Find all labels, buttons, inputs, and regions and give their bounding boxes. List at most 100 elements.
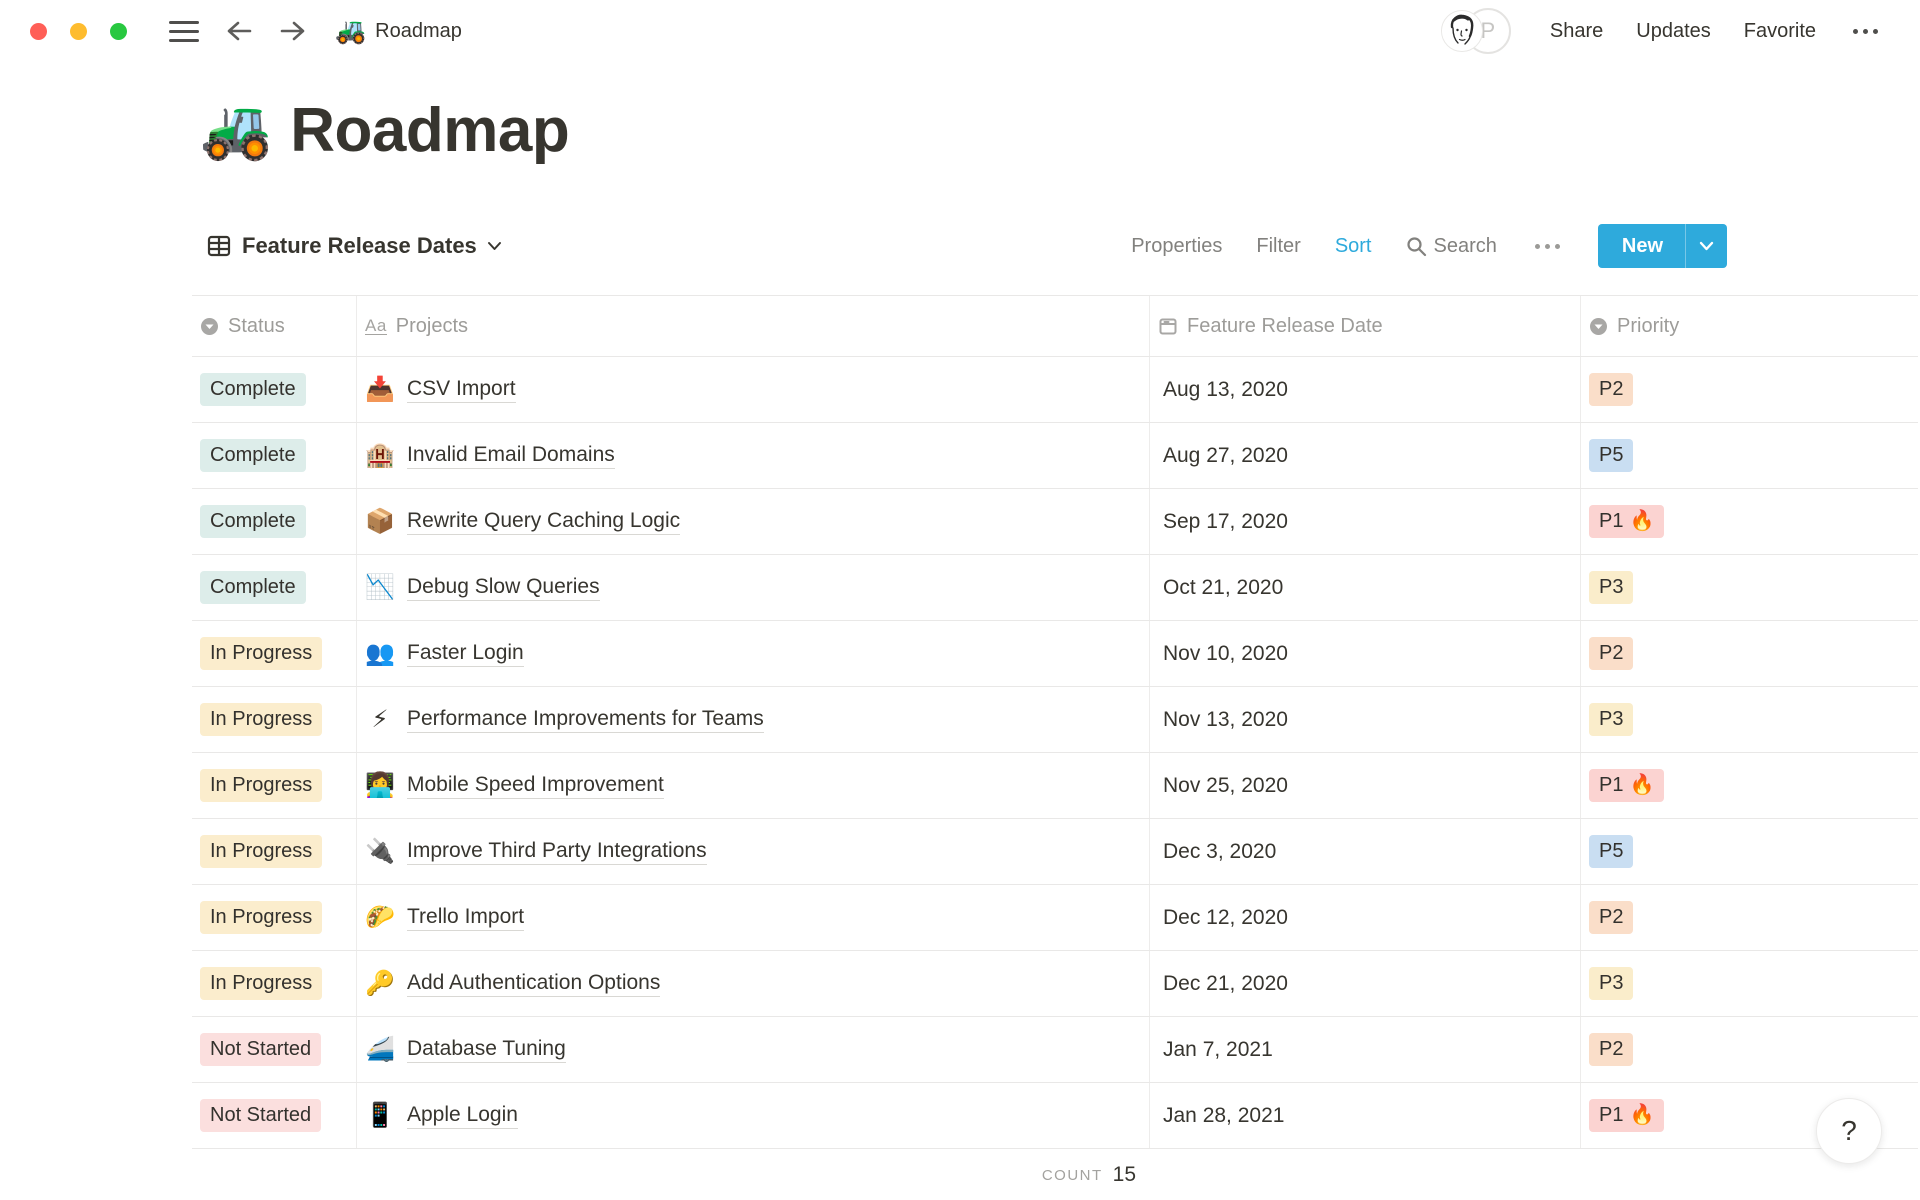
status-cell[interactable]: Complete — [192, 423, 357, 488]
status-badge[interactable]: Complete — [200, 439, 306, 472]
back-arrow-icon[interactable] — [225, 19, 253, 43]
project-cell[interactable]: 🌮 Trello Import — [357, 885, 1150, 950]
status-cell[interactable]: Not Started — [192, 1017, 357, 1082]
project-link[interactable]: Debug Slow Queries — [407, 575, 600, 601]
collaborator-avatars[interactable]: P — [1440, 8, 1511, 54]
table-row[interactable]: Not Started 🚄 Database Tuning Jan 7, 202… — [192, 1017, 1918, 1083]
priority-badge[interactable]: P1 🔥 — [1589, 505, 1665, 538]
status-badge[interactable]: Complete — [200, 571, 306, 604]
page-title[interactable]: Roadmap — [290, 95, 570, 165]
status-badge[interactable]: In Progress — [200, 637, 323, 670]
project-cell[interactable]: 📦 Rewrite Query Caching Logic — [357, 489, 1150, 554]
project-cell[interactable]: 🔌 Improve Third Party Integrations — [357, 819, 1150, 884]
status-badge[interactable]: In Progress — [200, 967, 323, 1000]
table-row[interactable]: Not Started 📱 Apple Login Jan 28, 2021 P… — [192, 1083, 1918, 1149]
project-link[interactable]: Faster Login — [407, 641, 524, 667]
forward-arrow-icon[interactable] — [279, 19, 307, 43]
release-date-cell[interactable]: Nov 10, 2020 — [1150, 621, 1581, 686]
priority-badge[interactable]: P2 — [1589, 637, 1634, 670]
favorite-button[interactable]: Favorite — [1743, 19, 1816, 42]
status-badge[interactable]: In Progress — [200, 703, 323, 736]
table-row[interactable]: In Progress 👩‍💻 Mobile Speed Improvement… — [192, 753, 1918, 819]
release-date-cell[interactable]: Dec 3, 2020 — [1150, 819, 1581, 884]
column-header-projects[interactable]: Aa Projects — [357, 296, 1150, 356]
column-header-release-date[interactable]: Feature Release Date — [1150, 296, 1581, 356]
status-badge[interactable]: Complete — [200, 505, 306, 538]
status-badge[interactable]: In Progress — [200, 835, 323, 868]
count-calculation[interactable]: COUNT 15 — [357, 1149, 1150, 1200]
priority-cell[interactable]: P3 — [1581, 555, 1918, 620]
breadcrumb[interactable]: 🚜 Roadmap — [335, 18, 462, 44]
project-cell[interactable]: 🏨 Invalid Email Domains — [357, 423, 1150, 488]
project-cell[interactable]: 👥 Faster Login — [357, 621, 1150, 686]
new-button[interactable]: New — [1597, 224, 1727, 268]
priority-cell[interactable]: P3 — [1581, 951, 1918, 1016]
table-row[interactable]: Complete 📦 Rewrite Query Caching Logic S… — [192, 489, 1918, 555]
project-link[interactable]: Database Tuning — [407, 1037, 566, 1063]
project-link[interactable]: Rewrite Query Caching Logic — [407, 509, 681, 535]
priority-cell[interactable]: P1 🔥 — [1581, 489, 1918, 554]
priority-badge[interactable]: P3 — [1589, 571, 1634, 604]
new-button-chevron-down-icon[interactable] — [1686, 224, 1727, 268]
priority-cell[interactable]: P2 — [1581, 1017, 1918, 1082]
share-button[interactable]: Share — [1549, 19, 1604, 42]
table-row[interactable]: Complete 📥 CSV Import Aug 13, 2020 P2 — [192, 357, 1918, 423]
priority-cell[interactable]: P2 — [1581, 621, 1918, 686]
priority-cell[interactable]: P3 — [1581, 687, 1918, 752]
project-link[interactable]: Mobile Speed Improvement — [407, 773, 664, 799]
project-link[interactable]: Trello Import — [407, 905, 525, 931]
priority-cell[interactable]: P2 — [1581, 885, 1918, 950]
release-date-cell[interactable]: Dec 12, 2020 — [1150, 885, 1581, 950]
status-cell[interactable]: In Progress — [192, 819, 357, 884]
priority-badge[interactable]: P3 — [1589, 703, 1634, 736]
status-badge[interactable]: Not Started — [200, 1099, 322, 1132]
priority-cell[interactable]: P5 — [1581, 423, 1918, 488]
release-date-cell[interactable]: Jan 7, 2021 — [1150, 1017, 1581, 1082]
status-cell[interactable]: In Progress — [192, 687, 357, 752]
priority-badge[interactable]: P2 — [1589, 901, 1634, 934]
release-date-cell[interactable]: Jan 28, 2021 — [1150, 1083, 1581, 1148]
project-cell[interactable]: 📥 CSV Import — [357, 357, 1150, 422]
release-date-cell[interactable]: Dec 21, 2020 — [1150, 951, 1581, 1016]
project-link[interactable]: Performance Improvements for Teams — [407, 707, 764, 733]
status-cell[interactable]: Not Started — [192, 1083, 357, 1148]
sort-button[interactable]: Sort — [1334, 234, 1372, 257]
zoom-window-button[interactable] — [110, 22, 127, 40]
status-badge[interactable]: In Progress — [200, 901, 323, 934]
priority-badge[interactable]: P1 🔥 — [1589, 1099, 1665, 1132]
view-switcher[interactable]: Feature Release Dates — [192, 233, 502, 259]
project-cell[interactable]: 📉 Debug Slow Queries — [357, 555, 1150, 620]
project-cell[interactable]: 📱 Apple Login — [357, 1083, 1150, 1148]
priority-cell[interactable]: P2 — [1581, 357, 1918, 422]
table-row[interactable]: In Progress 🔑 Add Authentication Options… — [192, 951, 1918, 1017]
priority-badge[interactable]: P3 — [1589, 967, 1634, 1000]
priority-cell[interactable]: P1 🔥 — [1581, 753, 1918, 818]
filter-button[interactable]: Filter — [1256, 234, 1301, 257]
table-row[interactable]: Complete 🏨 Invalid Email Domains Aug 27,… — [192, 423, 1918, 489]
table-row[interactable]: Complete 📉 Debug Slow Queries Oct 21, 20… — [192, 555, 1918, 621]
minimize-window-button[interactable] — [70, 22, 87, 40]
status-cell[interactable]: In Progress — [192, 753, 357, 818]
close-window-button[interactable] — [30, 22, 47, 40]
more-options-icon[interactable] — [1849, 25, 1882, 38]
status-cell[interactable]: In Progress — [192, 885, 357, 950]
table-row[interactable]: In Progress 🌮 Trello Import Dec 12, 2020… — [192, 885, 1918, 951]
status-badge[interactable]: In Progress — [200, 769, 323, 802]
project-link[interactable]: Invalid Email Domains — [407, 443, 615, 469]
column-header-status[interactable]: Status — [192, 296, 357, 356]
project-link[interactable]: Apple Login — [407, 1103, 518, 1129]
status-cell[interactable]: Complete — [192, 357, 357, 422]
page-emoji-icon[interactable]: 🚜 — [200, 97, 273, 162]
release-date-cell[interactable]: Nov 13, 2020 — [1150, 687, 1581, 752]
release-date-cell[interactable]: Nov 25, 2020 — [1150, 753, 1581, 818]
priority-badge[interactable]: P5 — [1589, 835, 1634, 868]
release-date-cell[interactable]: Sep 17, 2020 — [1150, 489, 1581, 554]
status-cell[interactable]: Complete — [192, 555, 357, 620]
release-date-cell[interactable]: Aug 27, 2020 — [1150, 423, 1581, 488]
project-cell[interactable]: 👩‍💻 Mobile Speed Improvement — [357, 753, 1150, 818]
status-cell[interactable]: In Progress — [192, 621, 357, 686]
column-header-priority[interactable]: Priority — [1581, 296, 1918, 356]
status-cell[interactable]: In Progress — [192, 951, 357, 1016]
properties-button[interactable]: Properties — [1131, 234, 1223, 257]
priority-cell[interactable]: P5 — [1581, 819, 1918, 884]
